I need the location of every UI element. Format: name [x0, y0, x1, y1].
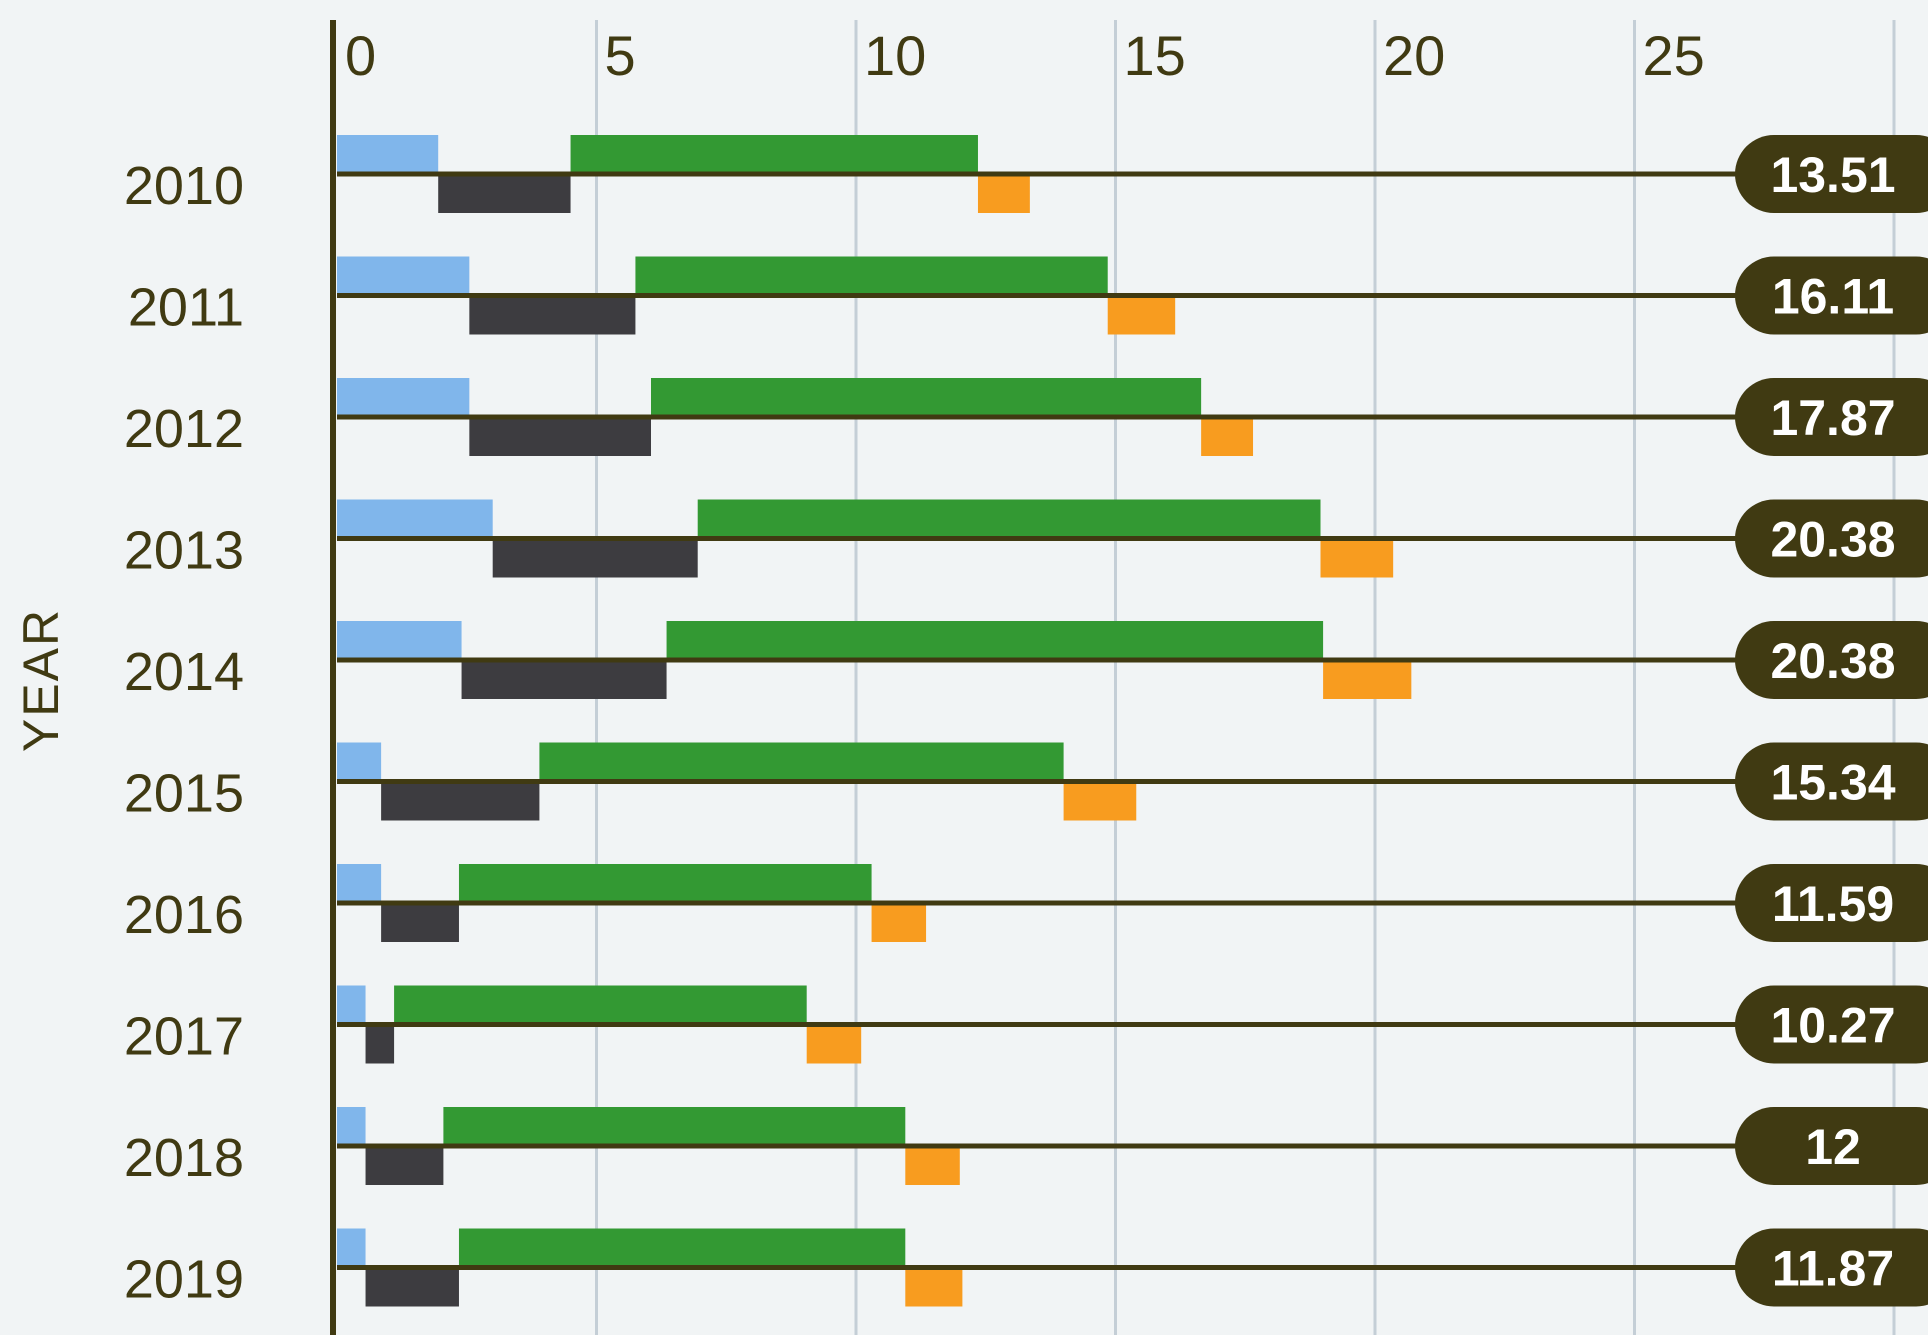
x-tick-label: 10 — [864, 24, 926, 87]
bar-segment — [806, 1024, 862, 1064]
bar-segment — [381, 781, 540, 821]
total-badge — [1735, 1228, 1928, 1307]
total-value: 11.87 — [1772, 1241, 1894, 1297]
bar-segment — [871, 903, 927, 942]
bar-segment — [570, 135, 978, 174]
year-label: 2019 — [124, 1250, 244, 1310]
bar-segment — [1063, 781, 1137, 821]
bar-segment — [905, 1267, 963, 1307]
bar-segment — [365, 1024, 395, 1064]
year-label: 2013 — [124, 521, 244, 581]
bar-segment — [365, 1267, 459, 1307]
total-value: 16.11 — [1772, 269, 1894, 325]
total-badge — [1735, 378, 1928, 456]
bar-segment — [1201, 417, 1254, 456]
year-label: 2018 — [124, 1128, 244, 1188]
x-tick-label: 5 — [605, 24, 636, 87]
bar-segment — [469, 417, 651, 456]
bar-segment — [337, 499, 493, 539]
bar-segment — [1320, 538, 1394, 578]
bar-segment — [337, 985, 366, 1025]
year-label: 2015 — [124, 764, 244, 824]
bar-segment — [394, 985, 807, 1025]
bar-segment — [1323, 660, 1412, 699]
bar-segment — [905, 1146, 960, 1185]
total-badge — [1735, 499, 1928, 578]
bar-segment — [337, 742, 382, 782]
total-badge — [1735, 742, 1928, 821]
bar-segment — [650, 378, 1202, 417]
bar-segment — [697, 499, 1321, 539]
bar-segment — [977, 174, 1030, 213]
total-value: 20.38 — [1770, 633, 1895, 689]
bar-segment — [1107, 295, 1176, 335]
bar-segment — [461, 660, 667, 699]
total-value: 17.87 — [1770, 390, 1895, 446]
total-value: 13.51 — [1770, 147, 1895, 203]
bar-segment — [337, 1228, 366, 1268]
x-tick-label: 20 — [1383, 24, 1445, 87]
total-value: 15.34 — [1770, 755, 1895, 811]
bar-segment — [469, 295, 636, 335]
total-badge — [1735, 1107, 1928, 1185]
x-tick-label: 0 — [345, 24, 376, 87]
bar-segment — [365, 1146, 444, 1185]
total-badge — [1735, 135, 1928, 213]
total-value: 12 — [1805, 1119, 1861, 1175]
total-value: 10.27 — [1770, 998, 1895, 1054]
bar-segment — [458, 864, 872, 903]
bar-segment — [492, 538, 698, 578]
year-label: 2017 — [124, 1007, 244, 1067]
x-tick-label: 25 — [1643, 24, 1705, 87]
x-tick-label: 15 — [1124, 24, 1186, 87]
year-label: 2016 — [124, 885, 244, 945]
total-badge — [1735, 256, 1928, 335]
year-label: 2014 — [124, 642, 244, 702]
total-value: 11.59 — [1772, 876, 1894, 932]
bar-segment — [337, 621, 462, 660]
total-badge — [1735, 985, 1928, 1064]
total-value: 20.38 — [1770, 512, 1895, 568]
bar-segment — [458, 1228, 906, 1268]
bar-segment — [337, 135, 439, 174]
bar-segment — [666, 621, 1324, 660]
bar-segment — [337, 864, 382, 903]
bar-segment — [438, 174, 571, 213]
total-badge — [1735, 621, 1928, 699]
y-axis-title: YEAR — [13, 608, 69, 752]
total-badge — [1735, 864, 1928, 942]
bar-segment — [337, 378, 470, 417]
year-label: 2010 — [124, 156, 244, 216]
bar-segment — [337, 256, 470, 296]
year-label: 2011 — [128, 278, 244, 338]
bar-segment — [443, 1107, 906, 1146]
bar-segment — [635, 256, 1108, 296]
bar-segment — [337, 1107, 366, 1146]
bar-segment — [381, 903, 459, 942]
bar-segment — [539, 742, 1064, 782]
year-label: 2012 — [124, 399, 244, 459]
